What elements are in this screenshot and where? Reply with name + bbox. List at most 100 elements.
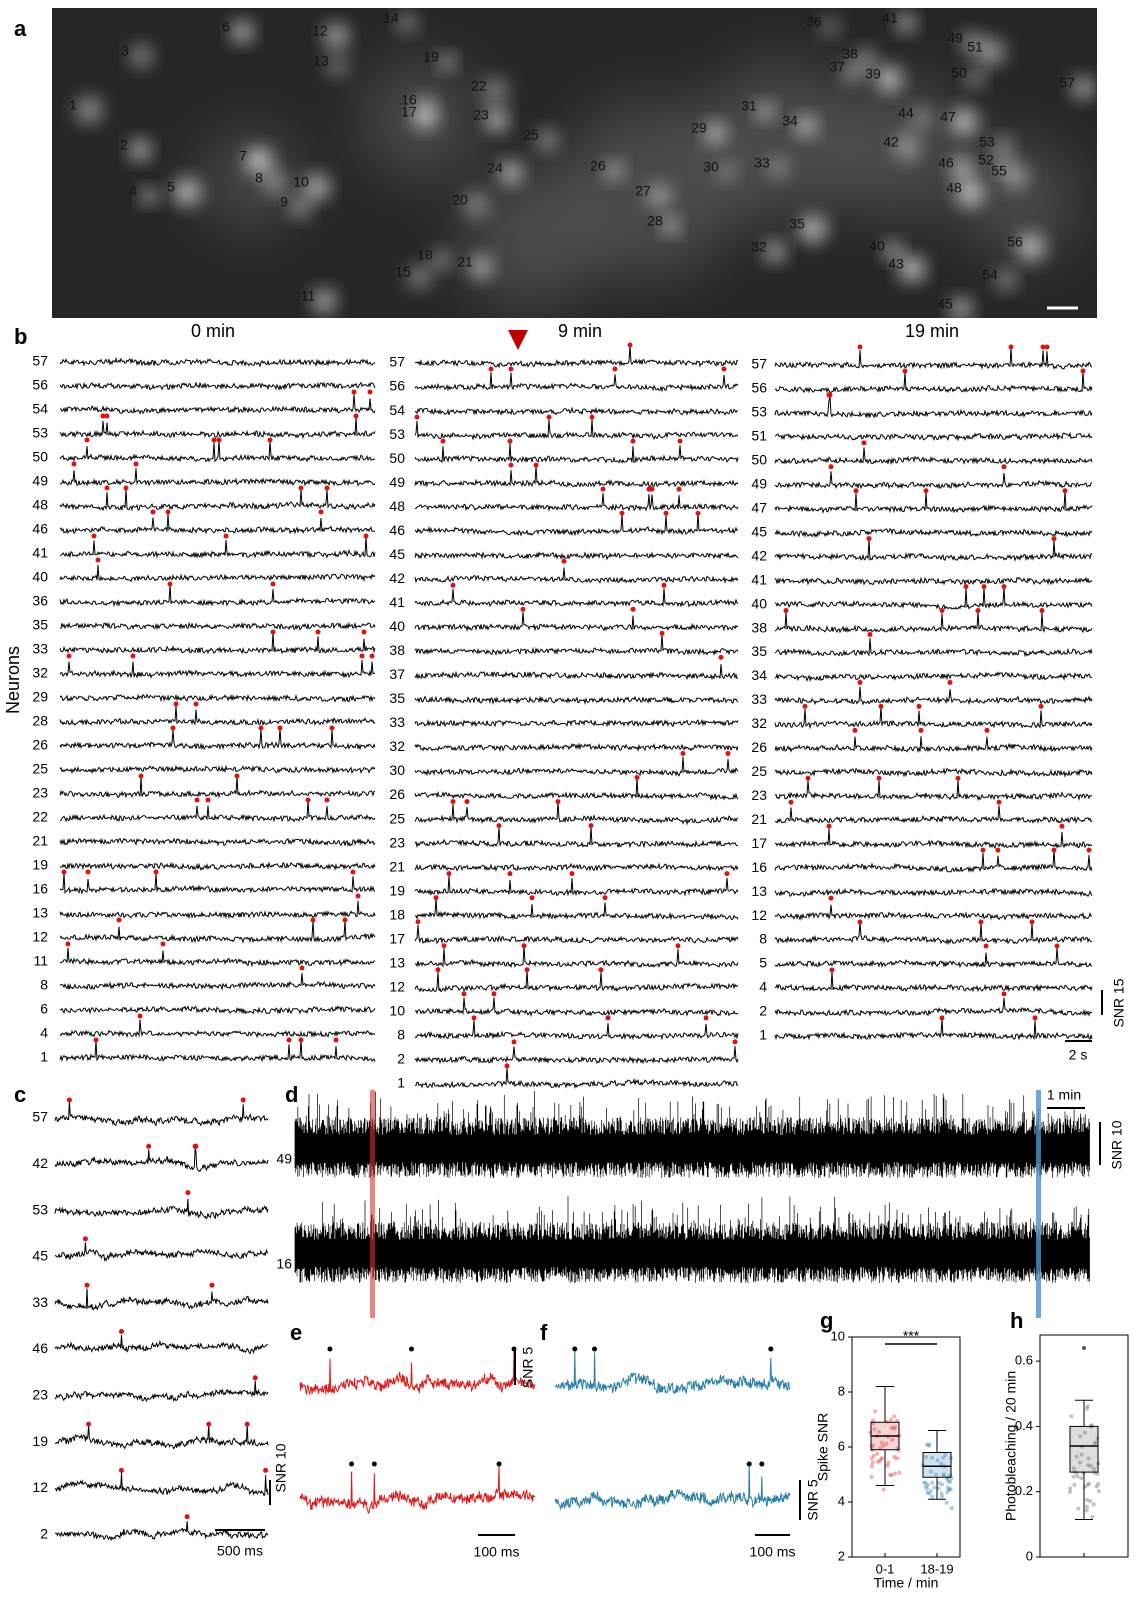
- cell-body: [995, 269, 1017, 291]
- spike-marker: [116, 917, 122, 923]
- row-label: 30: [389, 762, 405, 778]
- spike-marker: [324, 485, 330, 491]
- cell-body: [767, 157, 789, 179]
- spike-marker: [209, 1282, 215, 1288]
- row-label: 5: [759, 955, 767, 971]
- sample-point: [888, 1473, 893, 1478]
- sample-point: [949, 1506, 954, 1511]
- sample-point: [939, 1461, 944, 1466]
- cell-body: [1071, 76, 1095, 100]
- trace: [774, 947, 1093, 969]
- row-label: 13: [389, 954, 405, 970]
- neuron-label: 34: [782, 113, 798, 129]
- trace: [59, 381, 376, 391]
- sample-point: [1086, 1456, 1091, 1461]
- trace: [54, 1334, 269, 1355]
- panel-letter: b: [14, 324, 27, 349]
- neuron-label: 22: [471, 78, 487, 94]
- panel-letter: h: [1010, 1308, 1023, 1333]
- neuron-label: 28: [647, 213, 663, 229]
- sample-point: [1069, 1414, 1074, 1419]
- sample-point: [877, 1459, 882, 1464]
- cell-body: [263, 171, 287, 195]
- spike-marker: [167, 581, 173, 587]
- spike-marker: [333, 1037, 339, 1043]
- trace: [59, 900, 376, 920]
- trace: [774, 779, 1093, 802]
- spike-marker: [315, 629, 321, 635]
- row-label: 1: [759, 1027, 767, 1043]
- sample-point: [1082, 1430, 1087, 1435]
- spike-marker: [876, 775, 882, 781]
- spike-marker: [446, 871, 452, 877]
- trace: [774, 395, 1093, 419]
- spike-marker: [415, 919, 421, 925]
- spike-marker: [369, 653, 375, 659]
- sample-point: [1084, 1508, 1089, 1513]
- sample-point: [881, 1443, 886, 1448]
- trace: [774, 849, 1093, 873]
- spike-marker: [724, 871, 730, 877]
- spike-marker: [160, 941, 166, 947]
- row-label: 36: [32, 593, 48, 609]
- row-label: 53: [751, 404, 767, 420]
- row-label: 42: [751, 547, 767, 563]
- diffuse-glow: [960, 140, 1080, 260]
- spike-marker: [508, 462, 514, 468]
- spike-marker: [718, 654, 724, 660]
- spike-marker: [561, 558, 567, 564]
- cell-body: [795, 115, 817, 137]
- cell-body: [438, 53, 456, 71]
- neuron-label: 13: [313, 53, 329, 69]
- sample-point: [946, 1479, 951, 1484]
- spike-marker: [504, 1063, 510, 1069]
- trace: [414, 925, 739, 945]
- spike-marker: [355, 893, 361, 899]
- row-label: 35: [751, 643, 767, 659]
- row-label: 35: [32, 617, 48, 633]
- cell-body: [129, 139, 151, 161]
- y-tick-label: 6: [838, 1438, 845, 1453]
- spike-marker: [507, 438, 513, 444]
- spike-marker: [350, 869, 356, 875]
- row-label: 45: [751, 523, 767, 539]
- box: [922, 1452, 952, 1478]
- row-label: 19: [32, 857, 48, 873]
- row-label: 56: [389, 378, 405, 394]
- spike-marker: [318, 509, 324, 515]
- trace: [414, 419, 739, 441]
- sample-point: [947, 1487, 952, 1492]
- sample-point: [1079, 1452, 1084, 1457]
- spike-marker: [194, 797, 200, 803]
- sample-point: [934, 1472, 939, 1477]
- spike-marker: [746, 1461, 752, 1467]
- spike-marker: [725, 751, 731, 757]
- spike-marker: [546, 414, 552, 420]
- sample-point: [1095, 1471, 1100, 1476]
- row-label: 21: [389, 858, 405, 874]
- spike-marker: [371, 1461, 377, 1467]
- spike-marker: [829, 967, 835, 973]
- cell-body: [463, 192, 489, 218]
- diffuse-glow: [460, 170, 600, 310]
- trace: [60, 1005, 376, 1015]
- row-label: 2: [40, 1525, 48, 1541]
- spike-marker: [732, 1039, 738, 1045]
- trace: [774, 904, 1093, 921]
- spike-marker: [104, 413, 110, 419]
- neuron-label: 53: [979, 134, 995, 150]
- trace: [59, 775, 375, 799]
- spike-marker: [995, 847, 1001, 853]
- trace: [774, 447, 1093, 466]
- outlier: [1082, 1346, 1086, 1351]
- spike-marker: [677, 438, 683, 444]
- row-label: 40: [32, 569, 48, 585]
- spike-marker: [1038, 703, 1044, 709]
- cell-body: [898, 255, 926, 283]
- neuron-label: 45: [937, 296, 953, 312]
- sample-point: [892, 1471, 897, 1476]
- row-label: 17: [389, 930, 405, 946]
- trace: [60, 800, 376, 823]
- trace: [414, 742, 739, 753]
- row-label: 26: [751, 739, 767, 755]
